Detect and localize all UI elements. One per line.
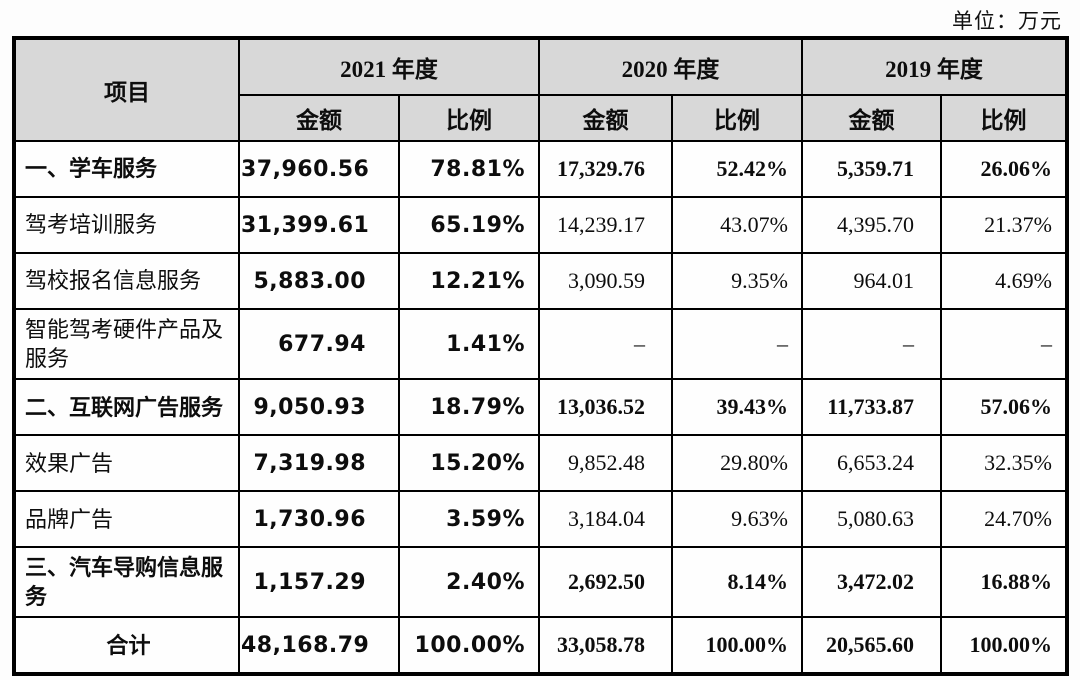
cell-2019-ratio: 100.00% [940, 616, 1068, 676]
cell-2021-ratio: 2.40% [398, 546, 540, 619]
cell-2020-ratio: 52.42% [671, 140, 803, 198]
col-header-amount-2019: 金额 [801, 94, 942, 142]
row-label: 品牌广告 [13, 490, 240, 549]
table-header: 项目 2021 年度 2020 年度 2019 年度 金额 比例 金额 比例 金… [13, 37, 1068, 142]
cell-2020-amount: 13,036.52 [538, 378, 673, 437]
col-header-item: 项目 [13, 37, 240, 142]
cell-2021-ratio: 100.00% [398, 616, 540, 676]
col-header-amount-2021: 金额 [238, 94, 400, 142]
table-row: 效果广告 7,319.98 15.20% 9,852.48 29.80% 6,653.24… [13, 434, 1068, 493]
cell-2019-amount: 964.01 [801, 252, 942, 310]
cell-2021-amount: 677.94 [238, 307, 400, 381]
col-header-amount-2020: 金额 [538, 94, 673, 142]
cell-2019-amount: 5,080.63 [801, 490, 942, 549]
cell-2021-ratio: 12.21% [398, 252, 540, 310]
cell-2020-amount: 2,692.50 [538, 546, 673, 619]
col-header-year-2019: 2019 年度 [801, 37, 1068, 96]
cell-2021-amount: 7,319.98 [238, 434, 400, 493]
cell-2020-ratio: 9.35% [671, 252, 803, 310]
cell-2021-amount: 48,168.79 [238, 616, 400, 676]
cell-2020-ratio: 29.80% [671, 434, 803, 493]
cell-2020-amount: 3,184.04 [538, 490, 673, 549]
row-label: 驾考培训服务 [13, 196, 240, 254]
cell-2020-amount: 9,852.48 [538, 434, 673, 493]
cell-2020-ratio: 43.07% [671, 196, 803, 254]
cell-2021-ratio: 65.19% [398, 196, 540, 254]
cell-2019-amount: 6,653.24 [801, 434, 942, 493]
cell-2021-ratio: 1.41% [398, 307, 540, 381]
cell-2020-amount: 17,329.76 [538, 140, 673, 198]
row-label: 二、互联网广告服务 [13, 378, 240, 437]
cell-2021-ratio: 3.59% [398, 490, 540, 549]
table-row: 一、学车服务 37,960.56 78.81% 17,329.76 52.42% 5,35… [13, 140, 1068, 198]
cell-2020-amount: 3,090.59 [538, 252, 673, 310]
col-header-ratio-2021: 比例 [398, 94, 540, 142]
row-label: 驾校报名信息服务 [13, 252, 240, 310]
col-header-year-2020: 2020 年度 [538, 37, 803, 96]
cell-2019-ratio: 32.35% [940, 434, 1068, 493]
cell-2019-ratio: 21.37% [940, 196, 1068, 254]
table-row: 智能驾考硬件产品及服务 677.94 1.41% – – – – [13, 307, 1068, 381]
cell-2019-amount: 11,733.87 [801, 378, 942, 437]
row-label: 合计 [13, 616, 240, 676]
cell-2019-amount: 5,359.71 [801, 140, 942, 198]
row-label: 一、学车服务 [13, 140, 240, 198]
cell-2021-amount: 9,050.93 [238, 378, 400, 437]
table-row-total: 合计 48,168.79 100.00% 33,058.78 100.00% 20,565… [13, 616, 1068, 676]
cell-2020-ratio: – [671, 307, 803, 381]
cell-2019-ratio: 26.06% [940, 140, 1068, 198]
table-row: 品牌广告 1,730.96 3.59% 3,184.04 9.63% 5,080.63 24… [13, 490, 1068, 549]
row-label: 智能驾考硬件产品及服务 [13, 307, 240, 381]
cell-2020-amount: 14,239.17 [538, 196, 673, 254]
header-row-measures: 金额 比例 金额 比例 金额 比例 [14, 94, 1068, 142]
cell-2019-amount: 20,565.60 [801, 616, 942, 676]
cell-2021-ratio: 78.81% [398, 140, 540, 198]
cell-2019-amount: – [801, 307, 942, 381]
cell-2019-ratio: 16.88% [940, 546, 1068, 619]
revenue-breakdown-table: 项目 2021 年度 2020 年度 2019 年度 金额 比例 金额 比例 金… [12, 36, 1069, 677]
table-row: 二、互联网广告服务 9,050.93 18.79% 13,036.52 39.43% 11… [13, 378, 1068, 437]
cell-2021-amount: 37,960.56 [238, 140, 400, 198]
table-body: 一、学车服务 37,960.56 78.81% 17,329.76 52.42% 5,35… [13, 140, 1068, 676]
unit-label: 单位：万元 [952, 9, 1062, 33]
cell-2021-amount: 5,883.00 [238, 252, 400, 310]
cell-2021-amount: 1,730.96 [238, 490, 400, 549]
cell-2019-ratio: 24.70% [940, 490, 1068, 549]
cell-2021-ratio: 18.79% [398, 378, 540, 437]
cell-2020-ratio: 8.14% [671, 546, 803, 619]
cell-2020-ratio: 9.63% [671, 490, 803, 549]
col-header-ratio-2020: 比例 [671, 94, 803, 142]
cell-2020-amount: 33,058.78 [538, 616, 673, 676]
col-header-ratio-2019: 比例 [940, 94, 1068, 142]
row-label: 效果广告 [13, 434, 240, 493]
cell-2019-ratio: 4.69% [940, 252, 1068, 310]
cell-2020-ratio: 39.43% [671, 378, 803, 437]
cell-2019-ratio: – [940, 307, 1068, 381]
cell-2021-amount: 31,399.61 [238, 196, 400, 254]
cell-2021-ratio: 15.20% [398, 434, 540, 493]
cell-2019-amount: 4,395.70 [801, 196, 942, 254]
cell-2020-amount: – [538, 307, 673, 381]
table-row: 三、汽车导购信息服务 1,157.29 2.40% 2,692.50 8.14% 3,47… [13, 546, 1068, 619]
table-row: 驾校报名信息服务 5,883.00 12.21% 3,090.59 9.35% 964.0… [13, 252, 1068, 310]
cell-2019-ratio: 57.06% [940, 378, 1068, 437]
cell-2019-amount: 3,472.02 [801, 546, 942, 619]
row-label: 三、汽车导购信息服务 [13, 546, 240, 619]
cell-2020-ratio: 100.00% [671, 616, 803, 676]
header-row-years: 项目 2021 年度 2020 年度 2019 年度 [13, 37, 1068, 142]
table-row: 驾考培训服务 31,399.61 65.19% 14,239.17 43.07% 4,39… [13, 196, 1068, 254]
cell-2021-amount: 1,157.29 [238, 546, 400, 619]
col-header-year-2021: 2021 年度 [238, 37, 540, 96]
